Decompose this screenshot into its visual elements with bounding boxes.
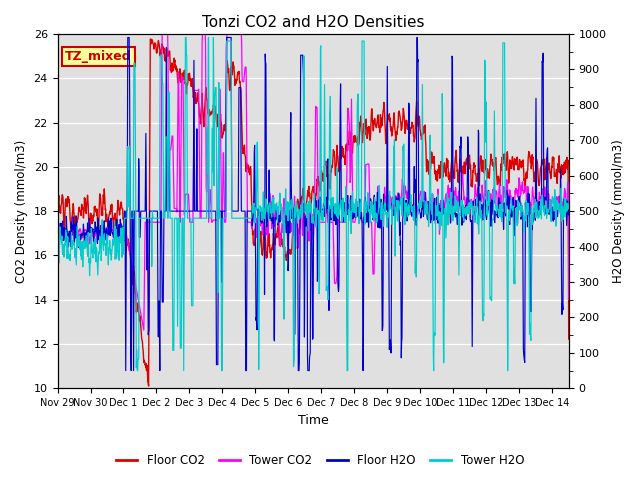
Title: Tonzi CO2 and H2O Densities: Tonzi CO2 and H2O Densities [202,15,424,30]
X-axis label: Time: Time [298,414,328,427]
Text: TZ_mixed: TZ_mixed [65,50,132,63]
Legend: Floor CO2, Tower CO2, Floor H2O, Tower H2O: Floor CO2, Tower CO2, Floor H2O, Tower H… [111,449,529,472]
Y-axis label: H2O Density (mmol/m3): H2O Density (mmol/m3) [612,139,625,283]
Y-axis label: CO2 Density (mmol/m3): CO2 Density (mmol/m3) [15,140,28,283]
